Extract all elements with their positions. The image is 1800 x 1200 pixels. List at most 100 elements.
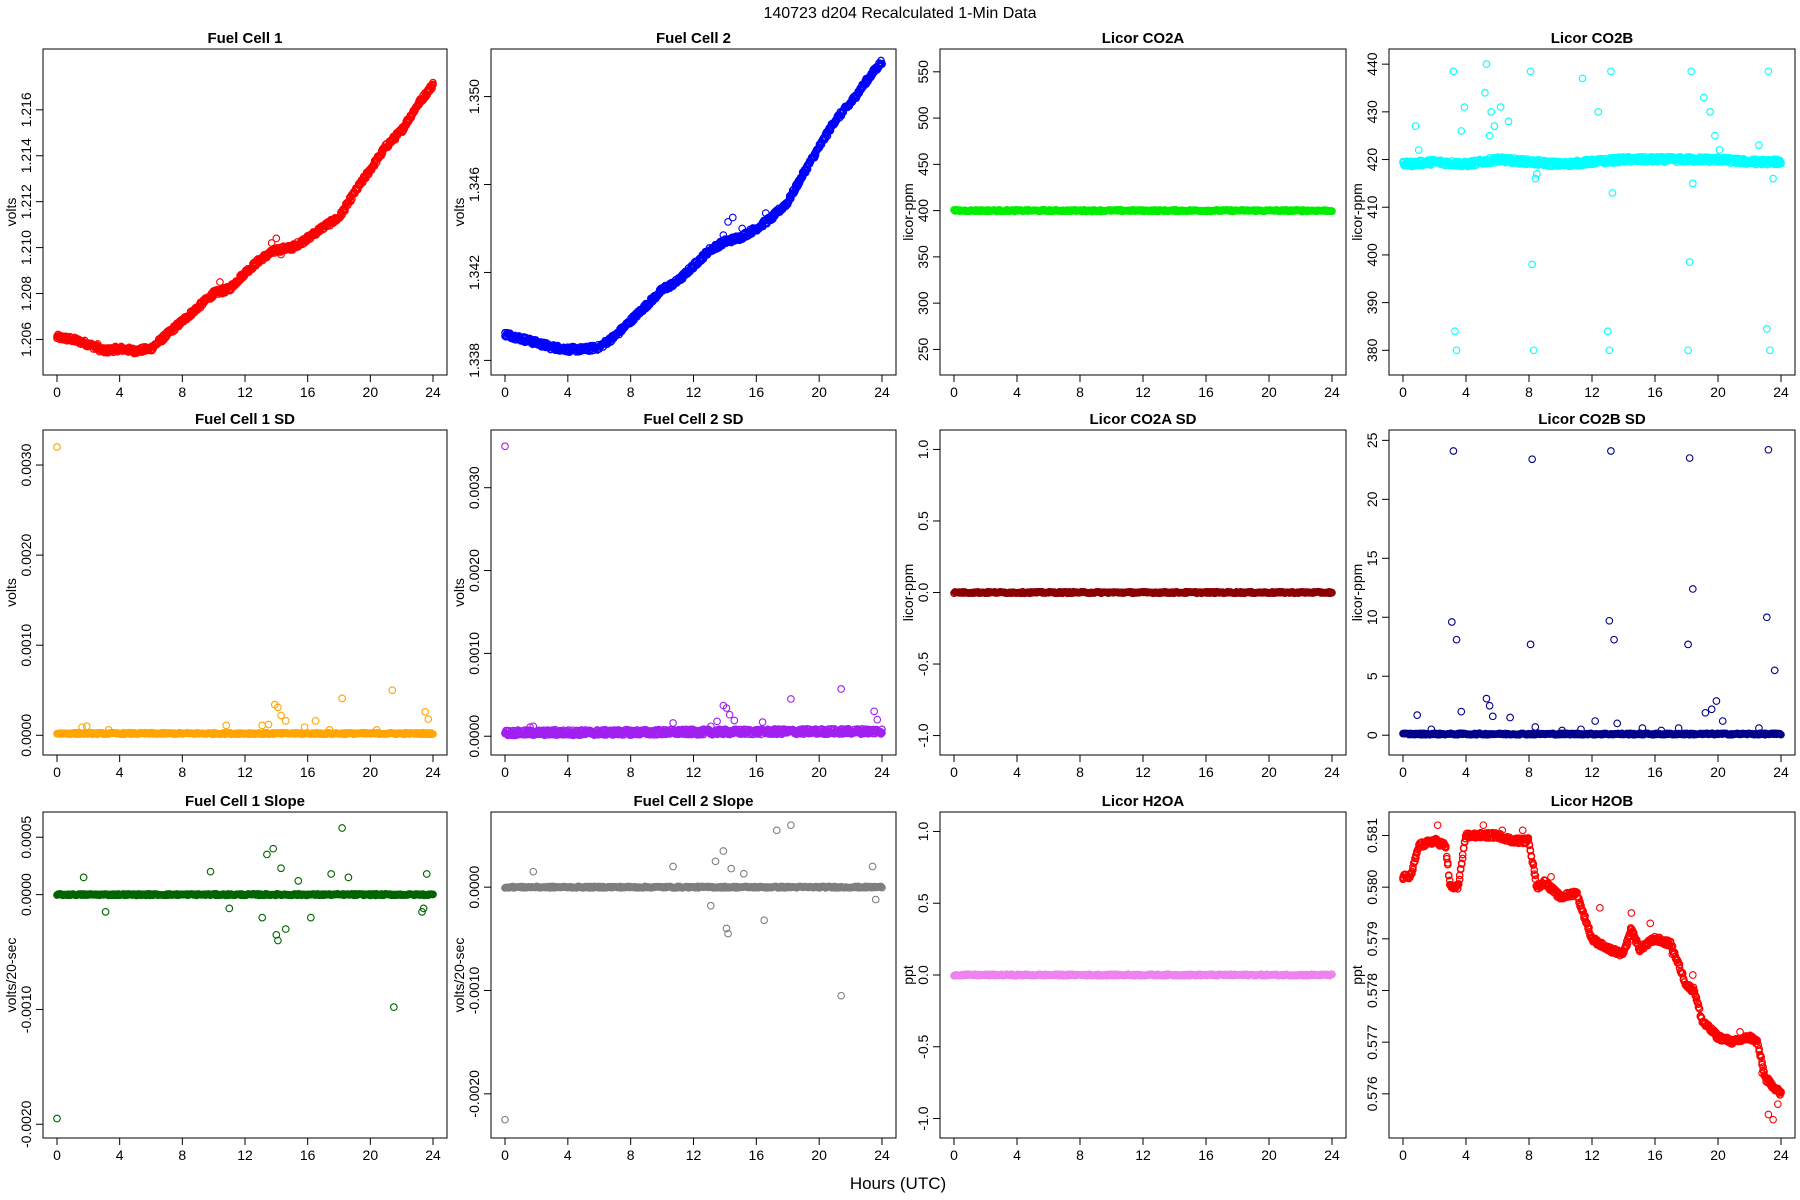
y-tick-label: 420: [1364, 148, 1380, 172]
outlier-point: [1710, 131, 1719, 140]
x-tick-label: 24: [425, 384, 441, 400]
plot-frame: [490, 48, 897, 376]
x-tick-label: 4: [116, 1147, 124, 1163]
outlier-point: [93, 340, 102, 348]
series-trend: [53, 728, 437, 739]
data-point: [878, 725, 886, 734]
outlier-point: [1414, 146, 1423, 154]
outlier-point: [1411, 122, 1420, 131]
y-tick-label: 1.212: [18, 184, 34, 219]
data-point: [1777, 158, 1785, 167]
panel-title: Fuel Cell 1: [207, 30, 282, 47]
outlier-point: [1429, 155, 1437, 164]
x-tick-label: 20: [363, 764, 379, 780]
y-tick-label: 0.0005: [18, 816, 34, 859]
x-tick-label: 12: [686, 384, 702, 400]
x-tick-label: 24: [874, 384, 890, 400]
x-tick-label: 24: [1324, 764, 1340, 780]
x-tick-label: 12: [1135, 764, 1151, 780]
outlier-point: [1685, 258, 1694, 266]
outlier-point: [1755, 141, 1763, 150]
outlier-point: [82, 722, 91, 731]
outlier-point: [272, 234, 281, 243]
outlier-point: [1764, 67, 1773, 76]
x-tick-label: 4: [564, 764, 572, 780]
outlier-point: [1706, 107, 1714, 116]
x-tick-label: 8: [178, 764, 186, 780]
outlier-point: [1701, 708, 1710, 717]
outlier-point: [1485, 701, 1494, 710]
outlier-point: [277, 250, 285, 259]
outlier-point: [669, 719, 677, 727]
panel-title: Fuel Cell 1 SD: [195, 411, 295, 428]
y-tick-label: 350: [915, 245, 931, 269]
x-tick-label: 20: [1710, 764, 1726, 780]
y-tick-label: 0.0: [915, 583, 931, 603]
y-tick-label: 0.0020: [18, 533, 34, 576]
y-axis-label: licor-ppm: [900, 183, 916, 241]
x-tick-label: 8: [1076, 384, 1084, 400]
y-tick-label: 0.0020: [466, 549, 482, 592]
outlier-point: [291, 241, 299, 250]
x-tick-label: 4: [116, 384, 124, 400]
panel-title: Licor CO2B: [1551, 30, 1634, 47]
outlier-point: [227, 285, 235, 293]
y-tick-label: 0.0030: [466, 466, 482, 509]
outlier-point: [1607, 447, 1615, 455]
x-tick-label: 8: [178, 1147, 186, 1163]
y-tick-label: 5: [1364, 672, 1380, 680]
outlier-point: [1762, 613, 1771, 622]
outlier-point: [870, 707, 878, 716]
y-tick-label: 0.0000: [18, 714, 34, 757]
outlier-point: [1715, 146, 1724, 154]
y-tick-label: 0.5: [915, 511, 931, 531]
panel-0: Fuel Cell 10 4 8 12 16 20 241.2061.2081.2101.2…: [3, 30, 448, 400]
outlier-point: [1457, 707, 1466, 716]
y-tick-label: 1.342: [466, 255, 482, 290]
plot-frame: [42, 811, 448, 1139]
outlier-point: [551, 725, 560, 734]
y-tick-label: 1.0: [915, 440, 931, 460]
outlier-point: [661, 281, 670, 290]
plot-frame: [42, 48, 448, 376]
outlier-point: [706, 722, 715, 731]
outlier-point: [1718, 717, 1727, 725]
outlier-point: [277, 711, 285, 720]
y-tick-label: 440: [1364, 52, 1380, 76]
x-tick-label: 16: [1198, 764, 1214, 780]
outlier-point: [1447, 618, 1456, 626]
outlier-point: [1488, 712, 1497, 721]
y-tick-label: -0.0010: [18, 985, 34, 1033]
y-axis-label: volts: [3, 198, 19, 227]
y-tick-label: -1.0: [915, 723, 931, 747]
x-tick-label: 4: [1462, 764, 1470, 780]
outlier-point: [372, 726, 381, 734]
series-trend: [53, 78, 437, 358]
data-point: [878, 60, 886, 69]
x-tick-label: 16: [749, 384, 765, 400]
outlier-point: [728, 213, 737, 222]
panel-5: Fuel Cell 2 SD0 4 8 12 16 20 240.00000.00100.0…: [451, 411, 897, 780]
outlier-point: [1531, 174, 1540, 183]
series-outliers: [661, 209, 770, 290]
outlier-point: [281, 717, 290, 725]
data-point: [429, 78, 437, 87]
outlier-point: [1496, 103, 1505, 111]
plot-frame: [42, 429, 448, 756]
outlier-point: [719, 231, 728, 239]
y-tick-label: 0: [1364, 731, 1380, 739]
y-tick-label: 0.0030: [18, 443, 34, 486]
x-tick-label: 16: [300, 384, 316, 400]
y-tick-label: 1.350: [466, 79, 482, 114]
x-tick-label: 4: [564, 384, 572, 400]
x-tick-label: 12: [1584, 764, 1600, 780]
y-tick-label: 250: [915, 338, 931, 362]
outlier-point: [1684, 346, 1692, 355]
outlier-point: [1603, 327, 1612, 336]
y-tick-label: -0.0020: [18, 1100, 34, 1148]
outlier-point: [1688, 585, 1697, 593]
outlier-point: [300, 723, 309, 732]
x-tick-label: 12: [1135, 384, 1151, 400]
y-tick-label: 380: [1364, 338, 1380, 362]
